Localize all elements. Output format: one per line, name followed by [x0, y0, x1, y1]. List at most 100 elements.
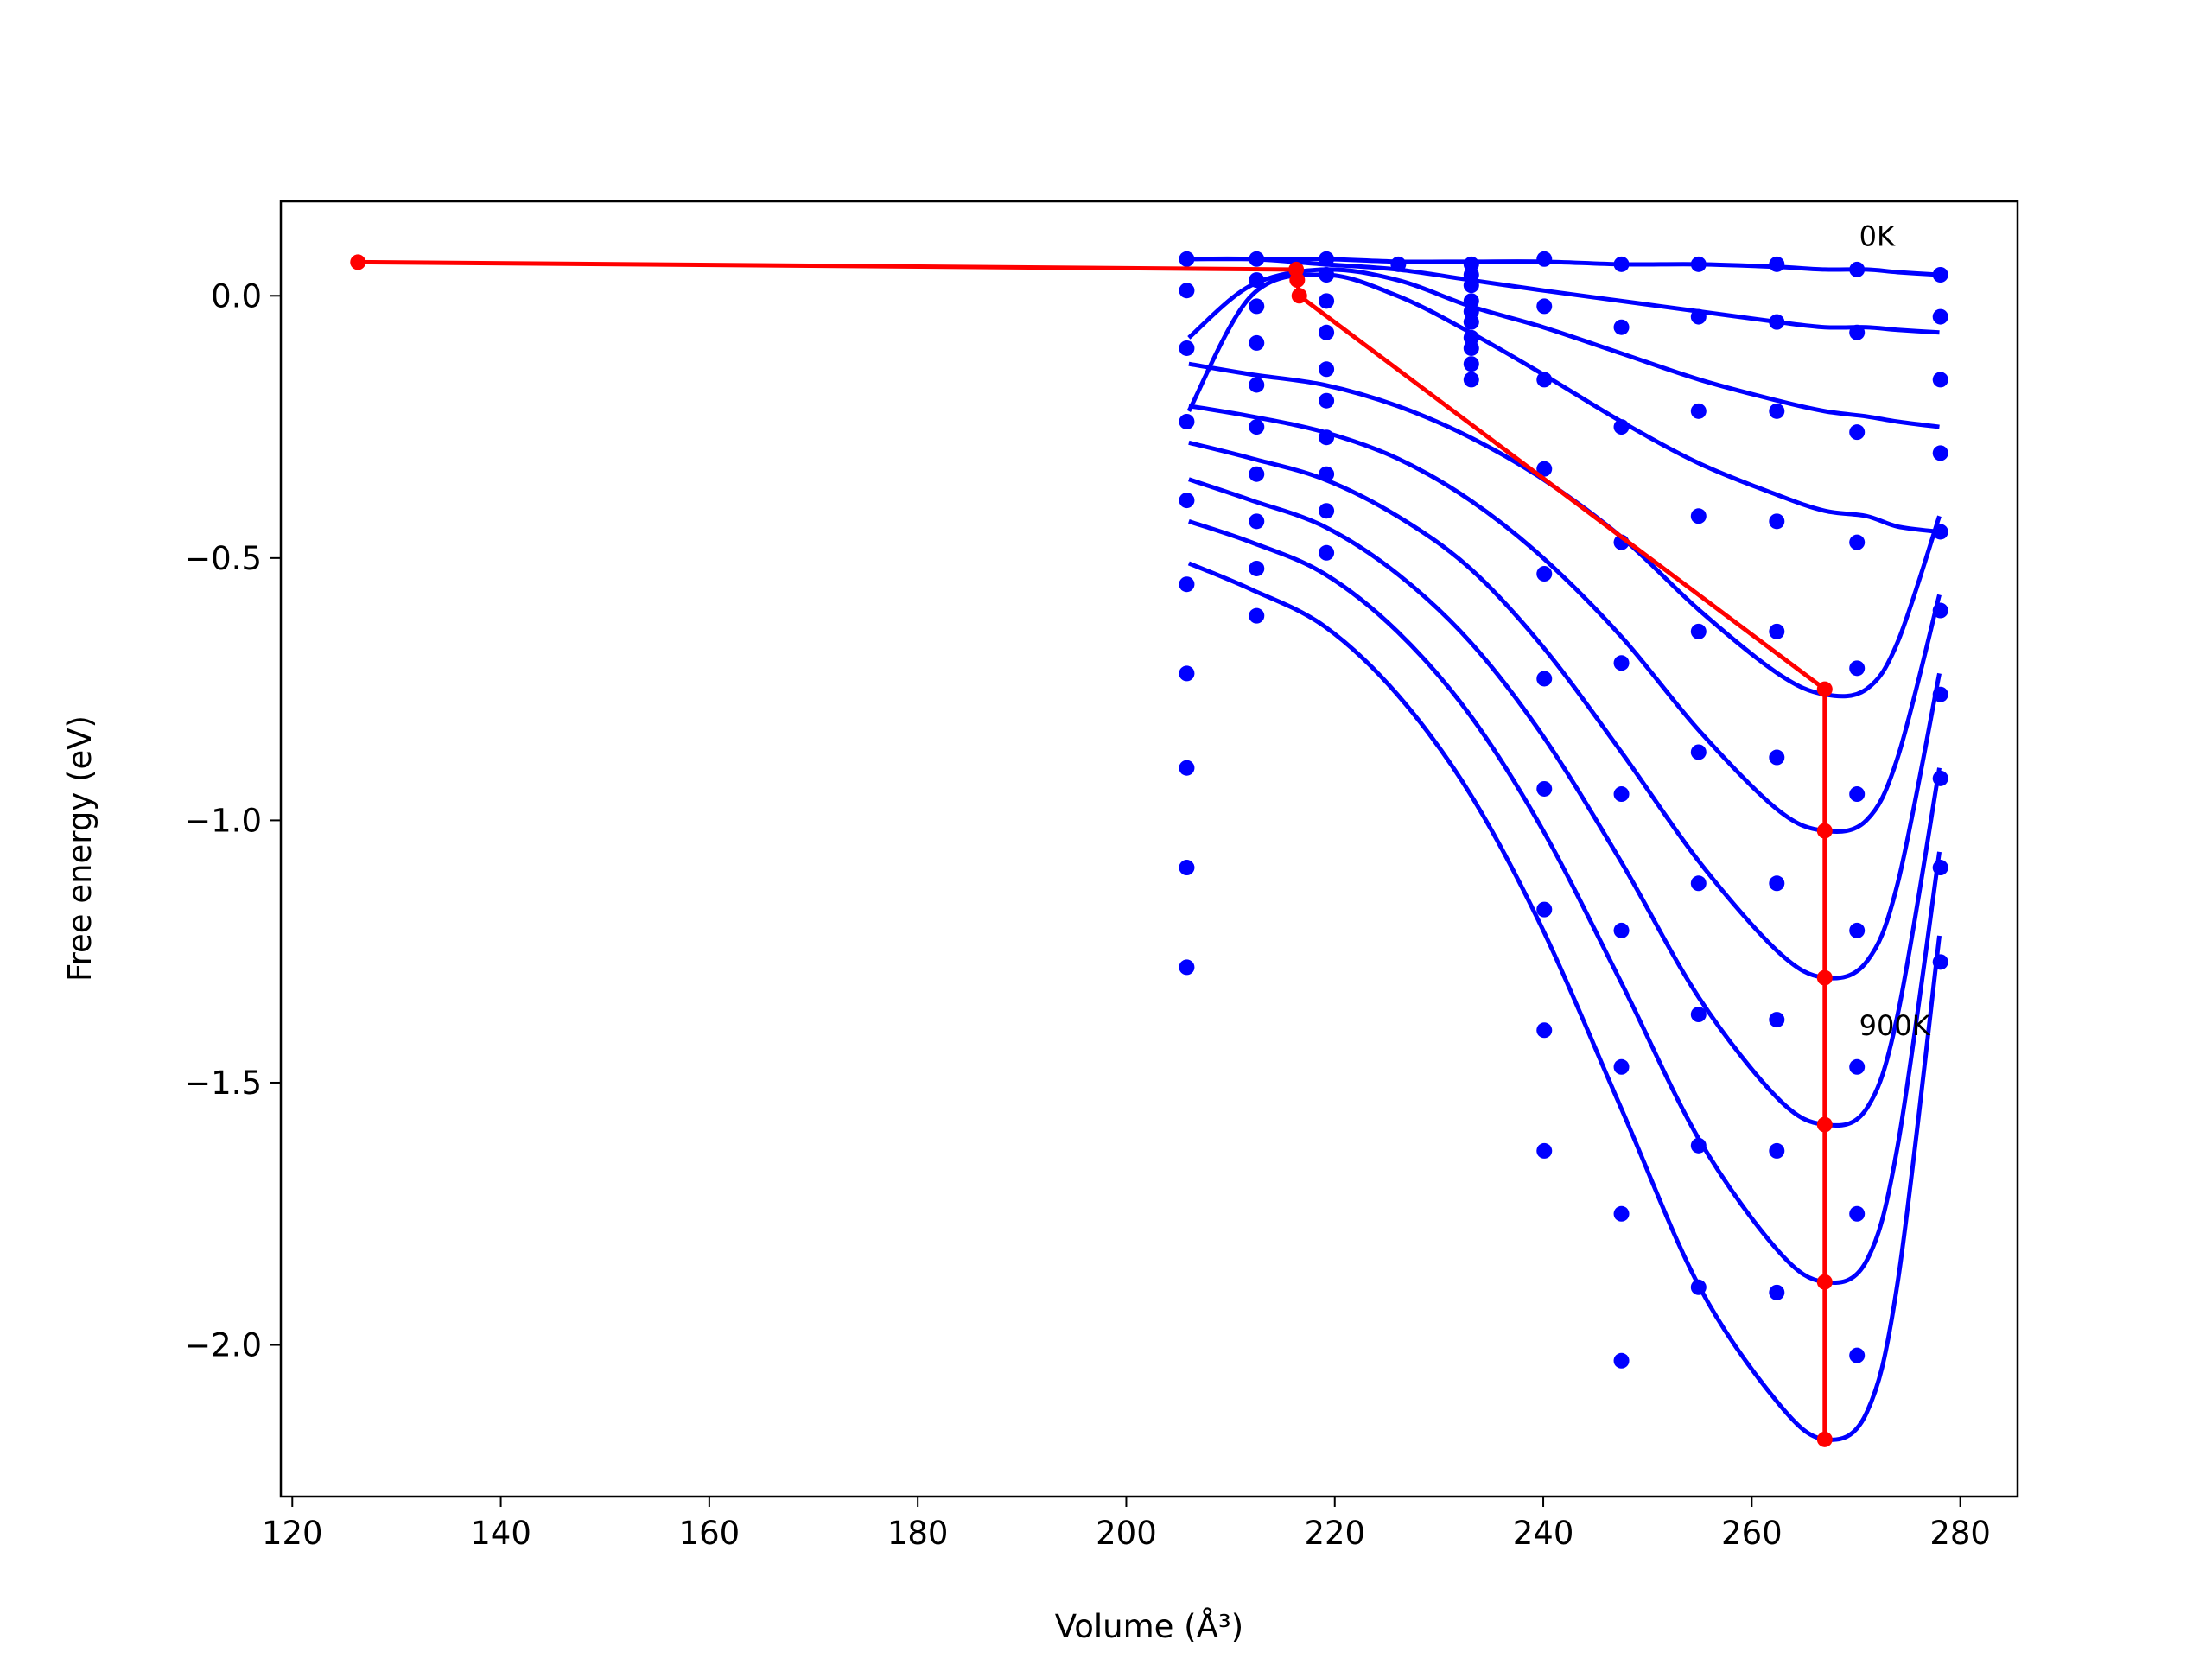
data-point [1536, 251, 1553, 267]
data-point [1536, 298, 1553, 315]
x-tick-label: 120 [262, 1515, 323, 1552]
data-point [1932, 308, 1948, 325]
data-point [1536, 1142, 1553, 1159]
x-tick-label: 200 [1096, 1515, 1157, 1552]
annotation: 0K [1859, 219, 1896, 252]
data-point [1319, 466, 1335, 482]
data-point [1536, 671, 1553, 687]
data-point [1319, 324, 1335, 340]
y-tick-label: 0.0 [211, 277, 262, 315]
data-point [1463, 372, 1479, 388]
data-point [1690, 623, 1707, 639]
data-point [1319, 251, 1335, 267]
data-point [1690, 875, 1707, 892]
data-point [1463, 277, 1479, 294]
data-point [1249, 298, 1265, 315]
data-point [1769, 314, 1785, 330]
data-point [1179, 665, 1195, 682]
x-tick-label: 220 [1304, 1515, 1365, 1552]
plot-frame [279, 200, 2019, 1498]
data-point [1690, 744, 1707, 760]
data-point [1536, 566, 1553, 582]
data-point [1769, 749, 1785, 766]
data-point [1769, 1284, 1785, 1300]
min-point [1816, 969, 1833, 986]
data-point [1319, 293, 1335, 309]
min-point [1816, 823, 1833, 839]
data-point [1849, 1205, 1866, 1222]
x-tick-label: 140 [470, 1515, 531, 1552]
data-point [1179, 959, 1195, 976]
data-point [1319, 544, 1335, 561]
data-point [1249, 419, 1265, 435]
data-point [1769, 623, 1785, 639]
data-point [1319, 392, 1335, 409]
data-point [1690, 308, 1707, 325]
data-point [1690, 1279, 1707, 1295]
data-point [1536, 780, 1553, 797]
min-point [1289, 272, 1306, 289]
data-point [1179, 251, 1195, 267]
data-point [1932, 686, 1948, 702]
data-point [1613, 256, 1630, 272]
fit-curve [1187, 561, 1942, 1442]
data-point [1769, 875, 1785, 892]
min-point [1816, 1431, 1833, 1447]
data-point [1690, 403, 1707, 419]
data-point [1390, 256, 1407, 272]
min-point [1816, 1116, 1833, 1133]
data-point [1690, 508, 1707, 524]
fit-curve [1188, 477, 1942, 1128]
x-tick-label: 180 [887, 1515, 949, 1552]
data-point [1319, 266, 1335, 283]
data-point [1613, 922, 1630, 938]
data-point [1613, 655, 1630, 671]
data-point [1932, 860, 1948, 876]
x-tick-label: 240 [1513, 1515, 1574, 1552]
data-point [1179, 760, 1195, 776]
y-tick-label: −0.5 [184, 540, 262, 577]
fit-curve [1186, 272, 1940, 534]
data-point [1613, 419, 1630, 435]
data-point [1849, 534, 1866, 550]
data-point [1319, 429, 1335, 446]
data-point [1319, 361, 1335, 378]
data-point [1849, 786, 1866, 803]
data-point [1932, 954, 1948, 970]
data-point [1249, 272, 1265, 289]
data-point [1849, 324, 1866, 340]
data-point [1613, 1352, 1630, 1369]
data-point [1690, 256, 1707, 272]
data-point [1690, 1007, 1707, 1023]
annotation: 900K [1859, 1009, 1931, 1042]
data-point [1932, 770, 1948, 786]
data-point [1849, 660, 1866, 677]
min-point [350, 254, 366, 270]
data-point [1769, 1012, 1785, 1028]
data-point [1319, 503, 1335, 519]
fit-curve [1188, 518, 1942, 1285]
data-point [1249, 377, 1265, 393]
data-point [1179, 283, 1195, 299]
data-point [1536, 372, 1553, 388]
data-point [1932, 602, 1948, 619]
y-tick-label: −1.5 [184, 1065, 262, 1102]
data-point [1769, 403, 1785, 419]
data-point [1932, 445, 1948, 461]
data-point [1849, 424, 1866, 441]
min-path [358, 259, 1827, 1440]
data-point [1849, 1058, 1866, 1075]
data-point [1613, 1058, 1630, 1075]
data-point [1613, 786, 1630, 803]
data-point [1613, 319, 1630, 335]
data-point [1769, 1142, 1785, 1159]
data-point [1249, 560, 1265, 576]
fit-curve [1188, 361, 1942, 699]
data-point [1849, 261, 1866, 277]
data-point [1249, 607, 1265, 624]
data-point [1179, 860, 1195, 876]
data-point [1249, 513, 1265, 530]
data-point [1179, 340, 1195, 356]
